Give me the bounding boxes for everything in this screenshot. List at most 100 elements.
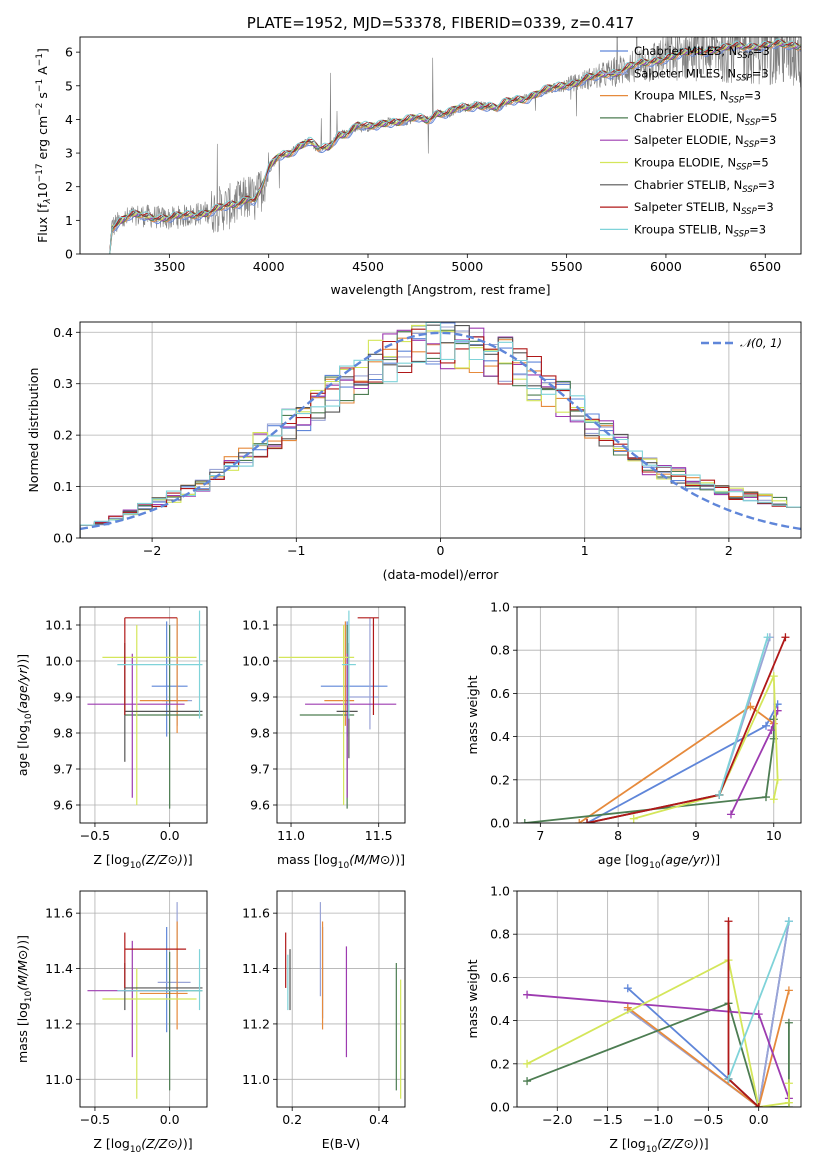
y-tick-label: 0.0 [490, 816, 510, 831]
y-tick-label: 11.2 [45, 1016, 73, 1031]
series-salpeter_stelib [586, 636, 787, 823]
x-tick-label: 0.0 [160, 828, 180, 843]
residuals-panel: −2 −1 0 1 2 0.0 0.1 0.2 0.3 0.4 (data-model)/error… [26, 321, 802, 582]
y-tick-label: 9.7 [250, 762, 270, 777]
legend-entry: Salpeter MILES, NSSP=3 [634, 66, 769, 83]
x-tick-label: −0.5 [80, 1112, 110, 1127]
plot-area [278, 610, 397, 809]
legend-entry: Kroupa ELODIE, NSSP=5 [634, 156, 769, 173]
ticks: −0.5 0.0 11.0 11.2 11.4 11.6 [45, 906, 179, 1127]
y-tick-label: 5 [65, 78, 73, 93]
plot-area [523, 917, 793, 1107]
errorbar-kroupa_miles [139, 617, 188, 733]
legend-entry: Kroupa MILES, NSSP=3 [634, 89, 761, 106]
point-marker [520, 819, 529, 823]
y-tick-label: 9.7 [53, 762, 73, 777]
y-tick-label: 0.2 [53, 428, 73, 443]
y-tick-label: 0.0 [53, 531, 73, 546]
point-marker [769, 672, 778, 681]
errorbar-salpeter_miles [348, 617, 379, 730]
point-marker [575, 819, 584, 823]
y-tick-label: 0.2 [490, 1056, 510, 1071]
legend-entry: Chabrier STELIB, NSSP=3 [634, 178, 775, 195]
y-tick-label: 11.6 [45, 906, 73, 921]
point-marker [523, 1077, 532, 1086]
legend-entry: 𝒩(0, 1) [740, 336, 782, 350]
point-marker [623, 1003, 632, 1012]
y-tick-label: 0.4 [490, 1013, 510, 1028]
y-tick-label: 9.6 [250, 798, 270, 813]
residuals-xlabel: (data-model)/error [383, 567, 500, 582]
y-tick-label: 4 [65, 112, 73, 127]
legend-entry: Chabrier MILES, NSSP=3 [634, 44, 770, 61]
point-marker [784, 1018, 793, 1027]
y-tick-label: 0.0 [490, 1100, 510, 1115]
y-tick-label: 6 [65, 45, 73, 60]
x-tick-label: −2 [143, 543, 161, 558]
mass-vs-z-panel: −0.5 0.0 11.0 11.2 11.4 11.6 Z [log10(Z/Z⊙))] m… [15, 890, 208, 1155]
grid [517, 606, 801, 824]
series-chabrier_elodie [526, 1002, 790, 1107]
mass-vs-z-ylabel: mass [log10(M/M⊙))] [15, 935, 34, 1063]
age-vs-mass-panel: 11.0 11.5 9.6 9.7 9.8 9.9 10.0 10.1 mass [log10(… [242, 606, 406, 871]
x-tick-label: 2 [725, 543, 733, 558]
y-tick-label: 9.9 [250, 690, 270, 705]
y-tick-label: 11.0 [242, 1072, 270, 1087]
ticks: 7 8 9 10 0.0 0.2 0.4 0.6 0.8 1.0 [490, 600, 782, 844]
plot-area [87, 902, 203, 1099]
y-tick-label: 1.0 [490, 884, 510, 899]
ticks: 0.2 0.4 11.0 11.2 11.4 11.6 [242, 906, 389, 1127]
legend-entry: Salpeter ELODIE, NSSP=3 [634, 133, 776, 150]
errorbar-kroupa_miles [139, 921, 188, 1030]
point-marker [767, 726, 776, 735]
errorbar-kroupa_stelib [117, 949, 203, 1011]
ticks: 11.0 11.5 9.6 9.7 9.8 9.9 10.0 10.1 [242, 618, 392, 844]
y-tick-label: 0.3 [53, 376, 73, 391]
axes-frame [79, 36, 802, 255]
y-tick-label: 0.4 [53, 325, 73, 340]
y-tick-label: 10.0 [45, 654, 73, 669]
y-tick-label: 9.8 [250, 726, 270, 741]
model-spectrum-kroupa_elodie [109, 41, 801, 254]
point-marker [715, 790, 724, 799]
point-marker [629, 814, 638, 823]
x-tick-label: −0.5 [693, 1112, 723, 1127]
series-chabrier_elodie [524, 719, 775, 823]
y-tick-label: 0 [65, 247, 73, 262]
legend-entry: Chabrier ELODIE, NSSP=5 [634, 111, 777, 128]
ticks: −0.5 0.0 9.6 9.7 9.8 9.9 10.0 10.1 [45, 618, 179, 844]
x-tick-label: 11.5 [365, 828, 393, 843]
plot-area [109, 37, 801, 254]
spectrum-legend: Chabrier MILES, NSSP=3 Salpeter MILES, NS… [600, 44, 777, 239]
errorbar-salpeter_stelib [124, 617, 178, 715]
x-tick-label: 0.2 [282, 1112, 302, 1127]
age-vs-z-xlabel: Z [log10(Z/Z⊙))] [93, 852, 192, 871]
grid [277, 607, 405, 823]
point-marker [754, 1010, 763, 1019]
y-tick-label: 0.4 [490, 729, 510, 744]
series-kroupa_elodie [526, 958, 790, 1107]
errorbar-chabrier_elodie [124, 625, 203, 809]
y-tick-label: 10.1 [45, 618, 73, 633]
y-tick-label: 10.0 [242, 654, 270, 669]
x-tick-label: 0.0 [160, 1112, 180, 1127]
residuals-legend: 𝒩(0, 1) [701, 336, 782, 350]
point-marker [724, 1074, 733, 1083]
spectrum-panel: 3500 4000 4500 5000 5500 6000 6500 0 1 2 3 4 5 6 PLATE… [35, 14, 802, 297]
errorbar-kroupa_miles [324, 621, 355, 726]
ticks: −2.0 −1.5 −1.0 −0.5 0.0 0.0 0.2 0.4 0.6 0.8 1.0 [490, 884, 769, 1128]
point-marker [523, 990, 532, 999]
y-tick-label: 9.6 [53, 798, 73, 813]
axes-frame [79, 606, 208, 824]
x-tick-label: −2.0 [542, 1112, 572, 1127]
y-tick-label: 3 [65, 146, 73, 161]
model-spectrum-kroupa_stelib [109, 38, 801, 254]
x-tick-label: 4000 [253, 259, 285, 274]
errorbar-chabrier_elodie [299, 625, 355, 809]
y-tick-label: 11.4 [45, 961, 73, 976]
series-kroupa_miles [578, 705, 775, 823]
axes-frame [276, 890, 406, 1108]
plot-area [285, 902, 402, 1099]
y-tick-label: 0.8 [490, 643, 510, 658]
